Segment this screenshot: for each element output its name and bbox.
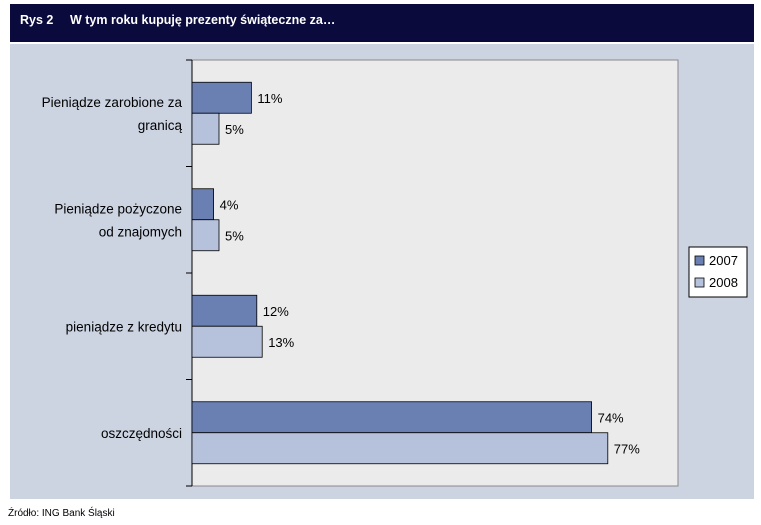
data-label: 5% [225, 122, 244, 137]
category-label: Pieniądze pożyczone [54, 201, 182, 216]
legend-swatch-2007 [694, 255, 705, 266]
legend [688, 246, 748, 298]
legend-label: 2008 [709, 275, 738, 290]
data-label: 12% [263, 304, 289, 319]
bar-2008 [191, 432, 609, 465]
bar-2008 [191, 325, 263, 358]
figure-title: W tym roku kupuję prezenty świąteczne za… [70, 13, 336, 27]
bar-2007 [191, 401, 593, 434]
bar-2008 [191, 219, 220, 252]
figure-number: Rys 2 [20, 13, 54, 27]
bar-2007 [191, 81, 252, 114]
legend-label: 2007 [709, 253, 738, 268]
data-label: 11% [257, 91, 282, 106]
bar-2007 [191, 188, 215, 221]
category-label: Pieniądze zarobione za [42, 95, 183, 110]
data-label: 74% [598, 410, 624, 425]
chart-title: Rys 2 W tym roku kupuję prezenty świątecz… [20, 13, 335, 27]
category-label: od znajomych [99, 224, 182, 239]
chart-header: Rys 2 W tym roku kupuję prezenty świątecz… [10, 4, 754, 42]
category-label: pieniądze z kredytu [66, 319, 182, 334]
data-label: 77% [614, 441, 640, 456]
bar-2008 [191, 112, 220, 145]
legend-swatch-2008 [694, 277, 705, 288]
source-note: Źródło: ING Bank Śląski [8, 508, 115, 519]
category-label: oszczędności [101, 426, 182, 441]
data-label: 4% [220, 197, 239, 212]
category-label: granicą [138, 118, 183, 133]
data-label: 5% [225, 228, 244, 243]
bar-2007 [191, 294, 258, 327]
data-label: 13% [268, 335, 294, 350]
